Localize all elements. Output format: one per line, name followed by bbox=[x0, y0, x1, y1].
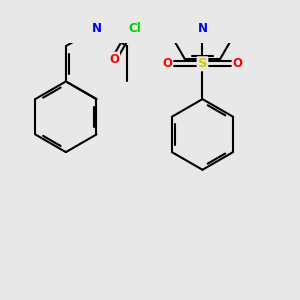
Text: N: N bbox=[92, 22, 101, 35]
Text: Cl: Cl bbox=[128, 22, 141, 35]
Text: O: O bbox=[162, 57, 172, 70]
Text: O: O bbox=[109, 53, 119, 66]
Text: O: O bbox=[232, 57, 243, 70]
Text: S: S bbox=[198, 57, 207, 70]
Text: N: N bbox=[197, 22, 208, 35]
